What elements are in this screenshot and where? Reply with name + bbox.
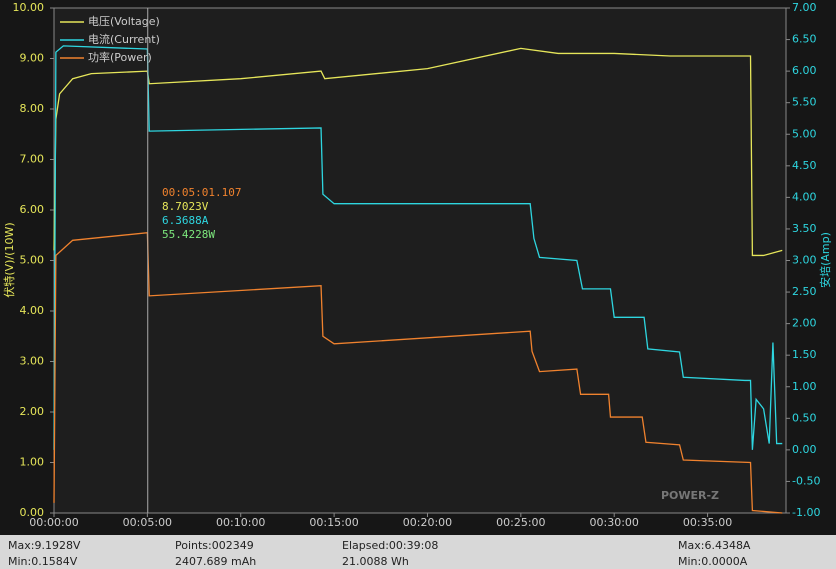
footer-stat: Min:0.0000A [678, 555, 748, 568]
y-axis-label: 伏特(V)/(10W) [2, 222, 16, 297]
y2-tick-label: 3.00 [792, 254, 817, 267]
y2-tick-label: 6.50 [792, 33, 817, 46]
y2-tick-label: 5.50 [792, 96, 817, 109]
footer-stat: Max:6.4348A [678, 539, 751, 552]
series-line [53, 232, 783, 514]
y-tick-label: 5.00 [20, 254, 45, 267]
x-tick-label: 00:25:00 [496, 516, 545, 529]
x-tick-label: 00:20:00 [403, 516, 452, 529]
y2-tick-label: 4.00 [792, 190, 817, 203]
cursor-label: 55.4228W [162, 228, 215, 241]
y-tick-label: 9.00 [20, 52, 45, 65]
footer-stat: Max:9.1928V [8, 539, 81, 552]
y-tick-label: 3.00 [20, 355, 45, 368]
footer-stat: 21.0088 Wh [342, 555, 409, 568]
y2-tick-label: 2.50 [792, 285, 817, 298]
y2-tick-label: 7.00 [792, 1, 817, 14]
y-tick-label: 0.00 [20, 506, 45, 519]
y2-tick-label: 1.50 [792, 348, 817, 361]
y2-tick-label: 0.00 [792, 443, 817, 456]
x-tick-label: 00:10:00 [216, 516, 265, 529]
y2-tick-label: 0.50 [792, 411, 817, 424]
x-tick-label: 00:30:00 [590, 516, 639, 529]
y-tick-label: 8.00 [20, 102, 45, 115]
x-tick-label: 00:35:00 [683, 516, 732, 529]
y-tick-label: 1.00 [20, 456, 45, 469]
y-tick-label: 10.00 [13, 1, 45, 14]
cursor-label: 00:05:01.107 [162, 186, 241, 199]
y-tick-label: 4.00 [20, 304, 45, 317]
cursor-label: 6.3688A [162, 214, 209, 227]
y2-tick-label: 1.00 [792, 380, 817, 393]
series-line [53, 47, 783, 257]
y2-tick-label: 2.00 [792, 317, 817, 330]
x-tick-label: 00:05:00 [123, 516, 172, 529]
series-line [53, 45, 783, 450]
watermark: POWER-Z [661, 489, 719, 502]
y2-tick-label: 4.50 [792, 159, 817, 172]
y2-tick-label: -0.50 [792, 474, 820, 487]
footer-stat: 2407.689 mAh [175, 555, 256, 568]
y-tick-label: 7.00 [20, 153, 45, 166]
footer-stat: Min:0.1584V [8, 555, 78, 568]
y2-tick-label: 5.00 [792, 127, 817, 140]
plot-area [53, 7, 787, 514]
footer-bar [0, 535, 836, 569]
legend-label: 电流(Current) [88, 32, 160, 46]
x-tick-label: 00:00:00 [29, 516, 78, 529]
x-tick-label: 00:15:00 [309, 516, 358, 529]
y2-axis-label: 安培(Amp) [818, 232, 832, 288]
y2-tick-label: -1.00 [792, 506, 820, 519]
legend-label: 电压(Voltage) [88, 15, 160, 28]
y2-tick-label: 6.00 [792, 64, 817, 77]
y2-tick-label: 3.50 [792, 222, 817, 235]
footer-stat: Elapsed:00:39:08 [342, 539, 438, 552]
y-tick-label: 2.00 [20, 405, 45, 418]
footer-stat: Points:002349 [175, 539, 254, 552]
y-tick-label: 6.00 [20, 203, 45, 216]
legend-label: 功率(Power) [88, 50, 152, 64]
cursor-label: 8.7023V [162, 200, 209, 213]
